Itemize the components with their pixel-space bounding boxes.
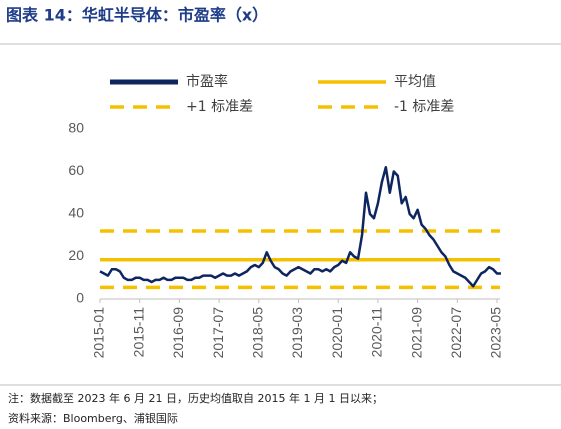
x-tick-label: 2017-07 xyxy=(210,307,226,359)
y-tick-label: 60 xyxy=(68,162,84,178)
x-tick-label: 2015-01 xyxy=(91,307,107,359)
source: 资料来源：Bloomberg、浦银国际 xyxy=(8,411,178,425)
y-tick-label: 80 xyxy=(68,120,84,136)
y-tick-label: 0 xyxy=(76,290,84,306)
x-tick-label: 2020-11 xyxy=(369,307,385,358)
x-tick-label: 2019-03 xyxy=(289,307,305,359)
legend-label: +1 标准差 xyxy=(186,99,253,115)
note: 注：数据截至 2023 年 6 月 21 日，历史均值取自 2015 年 1 月… xyxy=(8,391,383,405)
legend-label: -1 标准差 xyxy=(394,99,454,115)
x-tick-label: 2018-05 xyxy=(250,307,266,359)
x-tick-label: 2016-09 xyxy=(170,307,186,359)
y-tick-label: 20 xyxy=(68,247,84,263)
x-tick-label: 2022-07 xyxy=(448,307,464,359)
legend-label: 市盈率 xyxy=(186,73,228,90)
x-tick-label: 2023-05 xyxy=(488,307,504,359)
legend-label: 平均值 xyxy=(394,74,436,90)
chart-title: 图表 14：华虹半导体：市盈率（x） xyxy=(6,6,268,25)
series-line xyxy=(99,166,501,288)
x-tick-label: 2021-09 xyxy=(408,307,424,359)
x-tick-label: 2020-01 xyxy=(329,307,345,359)
y-tick-label: 40 xyxy=(68,205,84,221)
x-tick-label: 2015-11 xyxy=(130,307,146,358)
